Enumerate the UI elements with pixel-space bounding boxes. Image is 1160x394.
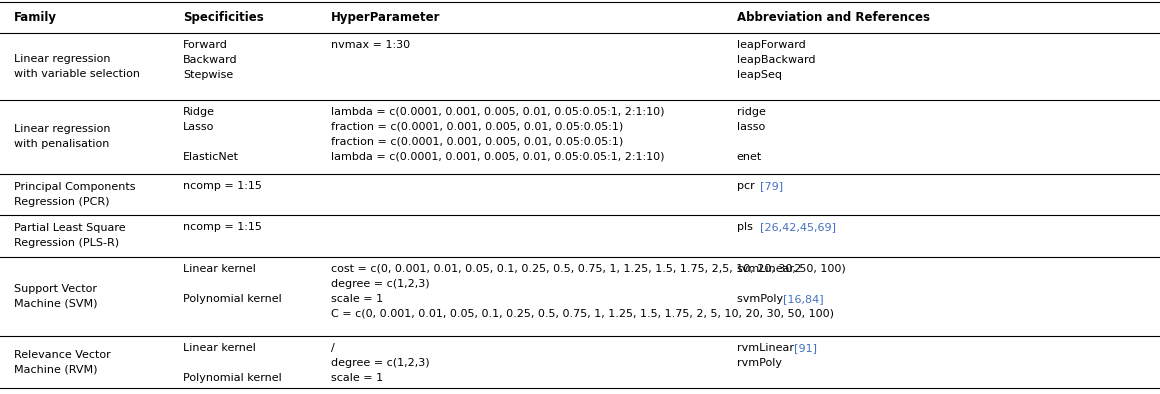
Text: Ridge: Ridge	[183, 107, 216, 117]
Text: ncomp = 1:15: ncomp = 1:15	[183, 222, 262, 232]
Text: Linear kernel: Linear kernel	[183, 343, 256, 353]
Text: Regression (PCR): Regression (PCR)	[14, 197, 109, 207]
Text: [79]: [79]	[760, 181, 783, 191]
Text: leapBackward: leapBackward	[737, 56, 815, 65]
Text: lasso: lasso	[737, 122, 764, 132]
Text: Support Vector: Support Vector	[14, 284, 97, 294]
Text: svmPoly: svmPoly	[737, 294, 786, 304]
Text: ncomp = 1:15: ncomp = 1:15	[183, 181, 262, 191]
Text: leapSeq: leapSeq	[737, 71, 782, 80]
Text: degree = c(1,2,3): degree = c(1,2,3)	[331, 358, 429, 368]
Text: nvmax = 1:30: nvmax = 1:30	[331, 41, 409, 50]
Text: rvmPoly: rvmPoly	[737, 358, 782, 368]
Text: Regression (PLS-R): Regression (PLS-R)	[14, 238, 119, 248]
Text: HyperParameter: HyperParameter	[331, 11, 440, 24]
Text: Family: Family	[14, 11, 57, 24]
Text: Polynomial kernel: Polynomial kernel	[183, 294, 282, 304]
Text: Relevance Vector: Relevance Vector	[14, 349, 110, 360]
Text: Specificities: Specificities	[183, 11, 264, 24]
Text: [91]: [91]	[795, 343, 818, 353]
Text: [26,42,45,69]: [26,42,45,69]	[760, 222, 835, 232]
Text: fraction = c(0.0001, 0.001, 0.005, 0.01, 0.05:0.05:1): fraction = c(0.0001, 0.001, 0.005, 0.01,…	[331, 122, 623, 132]
Text: pls: pls	[737, 222, 756, 232]
Text: Polynomial kernel: Polynomial kernel	[183, 373, 282, 383]
Text: Abbreviation and References: Abbreviation and References	[737, 11, 929, 24]
Text: /: /	[331, 343, 334, 353]
Text: lambda = c(0.0001, 0.001, 0.005, 0.01, 0.05:0.05:1, 2:1:10): lambda = c(0.0001, 0.001, 0.005, 0.01, 0…	[331, 152, 664, 162]
Text: Linear regression: Linear regression	[14, 54, 110, 64]
Text: ridge: ridge	[737, 107, 766, 117]
Text: with penalisation: with penalisation	[14, 139, 109, 149]
Text: scale = 1: scale = 1	[331, 373, 383, 383]
Text: fraction = c(0.0001, 0.001, 0.005, 0.01, 0.05:0.05:1): fraction = c(0.0001, 0.001, 0.005, 0.01,…	[331, 137, 623, 147]
Text: lambda = c(0.0001, 0.001, 0.005, 0.01, 0.05:0.05:1, 2:1:10): lambda = c(0.0001, 0.001, 0.005, 0.01, 0…	[331, 107, 664, 117]
Text: enet: enet	[737, 152, 762, 162]
Text: svmLinear2: svmLinear2	[737, 264, 802, 274]
Text: rvmLinear: rvmLinear	[737, 343, 797, 353]
Text: degree = c(1,2,3): degree = c(1,2,3)	[331, 279, 429, 289]
Text: Linear kernel: Linear kernel	[183, 264, 256, 274]
Text: with variable selection: with variable selection	[14, 69, 140, 79]
Text: pcr: pcr	[737, 181, 757, 191]
Text: ElasticNet: ElasticNet	[183, 152, 239, 162]
Text: Machine (SVM): Machine (SVM)	[14, 299, 97, 309]
Text: Stepwise: Stepwise	[183, 71, 233, 80]
Text: [16,84]: [16,84]	[783, 294, 824, 304]
Text: Linear regression: Linear regression	[14, 125, 110, 134]
Text: leapForward: leapForward	[737, 41, 805, 50]
Text: Forward: Forward	[183, 41, 229, 50]
Text: C = c(0, 0.001, 0.01, 0.05, 0.1, 0.25, 0.5, 0.75, 1, 1.25, 1.5, 1.75, 2, 5, 10, : C = c(0, 0.001, 0.01, 0.05, 0.1, 0.25, 0…	[331, 309, 834, 319]
Text: Backward: Backward	[183, 56, 238, 65]
Text: Lasso: Lasso	[183, 122, 215, 132]
Text: Partial Least Square: Partial Least Square	[14, 223, 125, 233]
Text: Principal Components: Principal Components	[14, 182, 136, 192]
Text: Machine (RVM): Machine (RVM)	[14, 364, 97, 375]
Text: scale = 1: scale = 1	[331, 294, 383, 304]
Text: cost = c(0, 0.001, 0.01, 0.05, 0.1, 0.25, 0.5, 0.75, 1, 1.25, 1.5, 1.75, 2,5, 10: cost = c(0, 0.001, 0.01, 0.05, 0.1, 0.25…	[331, 264, 846, 274]
